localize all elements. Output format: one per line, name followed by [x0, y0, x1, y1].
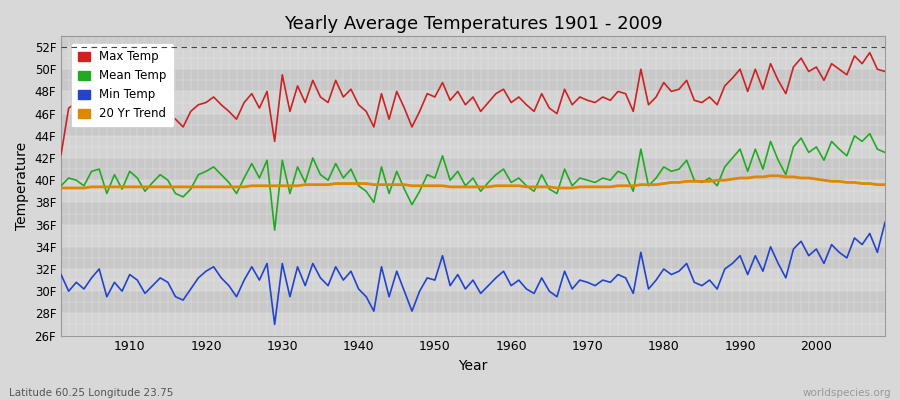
- Title: Yearly Average Temperatures 1901 - 2009: Yearly Average Temperatures 1901 - 2009: [284, 15, 662, 33]
- Bar: [61, 92, 885, 114]
- X-axis label: Year: Year: [458, 359, 488, 373]
- Bar: [61, 225, 885, 247]
- Bar: [61, 247, 885, 269]
- Text: worldspecies.org: worldspecies.org: [803, 388, 891, 398]
- Bar: [61, 313, 885, 336]
- Bar: [61, 136, 885, 158]
- Bar: [61, 158, 885, 180]
- Y-axis label: Temperature: Temperature: [15, 142, 29, 230]
- Bar: [61, 291, 885, 313]
- Text: Latitude 60.25 Longitude 23.75: Latitude 60.25 Longitude 23.75: [9, 388, 174, 398]
- Bar: [61, 47, 885, 69]
- Bar: [61, 202, 885, 225]
- Bar: [61, 69, 885, 92]
- Bar: [61, 114, 885, 136]
- Legend: Max Temp, Mean Temp, Min Temp, 20 Yr Trend: Max Temp, Mean Temp, Min Temp, 20 Yr Tre…: [71, 43, 174, 127]
- Bar: [61, 180, 885, 202]
- Bar: [61, 269, 885, 291]
